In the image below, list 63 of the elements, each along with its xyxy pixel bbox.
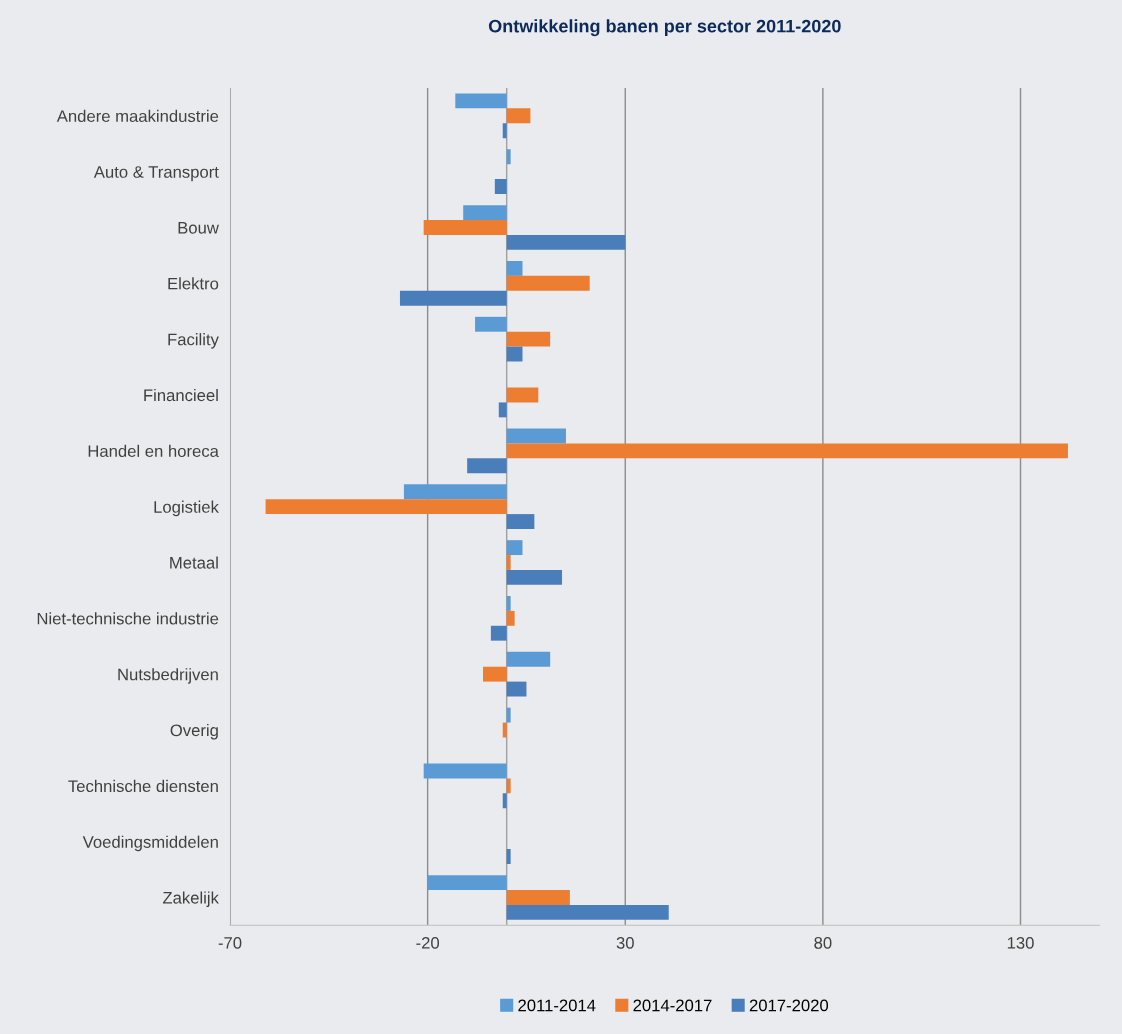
y-tick-label: Nutsbedrijven <box>118 668 218 684</box>
bar <box>506 149 511 165</box>
bar <box>399 290 507 306</box>
bar <box>506 596 511 611</box>
y-tick-label: Technische diensten <box>68 779 218 793</box>
bar <box>506 707 511 723</box>
x-tick-label: -20 <box>416 936 440 949</box>
bar <box>427 875 507 891</box>
bar <box>502 123 507 139</box>
x-tick-label: 130 <box>1007 936 1034 949</box>
legend-label: 2017-2020 <box>749 999 829 1012</box>
bar <box>498 402 507 418</box>
y-tick-label: Niet-technische industrie <box>37 612 219 625</box>
y-tick-label: Financieel <box>144 388 218 402</box>
bar <box>463 205 507 221</box>
legend-label: 2011-2014 <box>518 999 596 1012</box>
bar <box>423 763 507 779</box>
x-tick-label: 80 <box>814 936 832 949</box>
x-tick-label: 30 <box>616 936 634 949</box>
bar <box>502 793 507 809</box>
y-tick-label: Handel en horeca <box>88 444 219 458</box>
y-tick-label: Bouw <box>178 222 219 234</box>
y-tick-label: Overig <box>170 723 218 740</box>
y-tick-label: Andere maakindustrie <box>56 109 219 123</box>
chart-title: Ontwikkeling banen per sector 2011-2020 <box>488 19 841 37</box>
bar <box>506 569 563 585</box>
bar <box>506 610 515 626</box>
bar <box>403 484 507 500</box>
y-tick-label: Zakelijk <box>162 891 219 908</box>
bar <box>506 108 531 124</box>
bar <box>502 722 507 738</box>
bar <box>506 904 669 920</box>
legend-label: 2014-2017 <box>633 999 712 1012</box>
bar <box>506 778 511 794</box>
bar <box>506 890 570 905</box>
bar <box>475 316 507 332</box>
bar <box>506 260 523 276</box>
bar <box>506 234 626 250</box>
bar <box>506 681 527 697</box>
bar <box>482 666 507 682</box>
bar <box>423 220 507 235</box>
bar <box>506 849 511 865</box>
bar <box>455 93 507 109</box>
y-tick-label: Facility <box>168 333 219 349</box>
bar <box>506 387 539 403</box>
bar <box>506 275 590 291</box>
bar <box>506 651 551 667</box>
y-tick-label: Voedingsmiddelen <box>82 835 218 852</box>
y-tick-label: Logistiek <box>154 500 219 517</box>
y-tick-label: Auto & Transport <box>93 166 219 182</box>
bar <box>506 428 566 444</box>
y-tick-label: Elektro <box>168 277 219 290</box>
bar <box>265 499 507 515</box>
bar <box>506 555 511 570</box>
y-tick-label: Metaal <box>170 556 218 569</box>
bar <box>490 625 507 641</box>
bar <box>506 331 551 347</box>
bar <box>506 443 1068 459</box>
bar <box>467 458 507 474</box>
bar <box>506 540 523 556</box>
bar <box>494 179 507 194</box>
x-tick-label: -70 <box>218 936 242 949</box>
bar <box>506 514 535 529</box>
